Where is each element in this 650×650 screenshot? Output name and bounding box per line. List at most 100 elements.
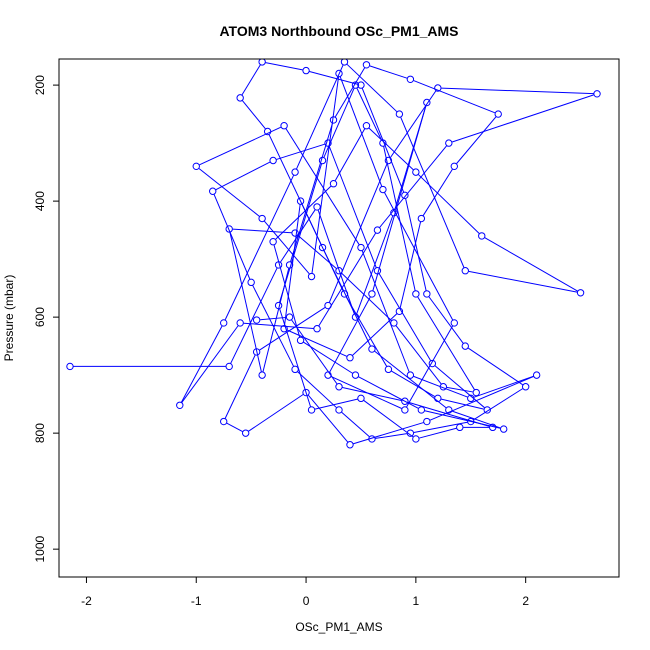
series-line-segment [264,220,310,275]
series-line-segment [353,422,424,445]
data-point [445,406,453,414]
series-line-segment [297,234,337,269]
series-line-segment [358,376,419,409]
data-point [412,290,420,298]
data-point [291,229,299,237]
series-line-segment [230,267,278,364]
chart-title: ATOM3 Northbound OSc_PM1_AMS [219,23,458,39]
series-line-segment [232,228,292,234]
data-point [362,61,371,69]
data-point [494,110,502,118]
series-line-segment [395,325,442,385]
series-line-segment [224,175,295,320]
series-line-segment [473,388,523,421]
data-point [302,388,310,397]
data-point [285,261,294,269]
data-point [423,417,431,426]
series-line-segment [467,347,524,386]
series-line-segment [441,87,594,95]
data-point [269,238,277,246]
series-layer [66,59,601,449]
series-line-segment [419,427,457,439]
series-line-segment [383,146,416,291]
series-line-segment [285,128,360,245]
data-point [417,406,426,414]
data-point [489,423,497,432]
data-point [423,98,431,107]
series-line-segment [252,285,294,367]
data-point [346,354,354,362]
x-axis: -2 -1 0 1 2 [81,577,529,608]
y-tick-label: 600 [33,307,47,327]
data-point [368,435,376,443]
data-point [434,84,442,92]
series-line-segment [279,163,322,303]
series-line-segment [408,401,490,427]
series-line-segment [341,411,370,438]
data-point [390,319,398,327]
data-point [390,209,398,217]
data-point [340,290,349,298]
data-point [66,362,74,371]
data-point [406,371,415,379]
data-point [439,383,448,391]
data-point [461,342,469,350]
data-point [368,290,376,298]
series-line-segment [273,244,301,338]
series-line-segment [317,210,355,314]
series-line-segment [311,76,340,274]
series-line-segment [248,394,304,432]
series-line-segment [361,250,410,373]
data-point [176,401,184,410]
data-point [445,139,453,147]
data-point [313,325,321,333]
data-point [384,365,393,374]
y-tick-label: 800 [33,423,47,443]
series-line-segment [417,296,475,390]
data-point [335,267,343,275]
series-line-segment [318,232,377,327]
data-point [373,226,382,234]
series-line-segment [451,94,594,143]
series-line-segment [334,67,366,118]
data-point [274,261,283,269]
series-line-segment [287,329,347,357]
series-line-segment [307,394,349,443]
y-tick-label: 200 [33,75,47,95]
series-line-segment [301,204,344,291]
series-line-segment [226,422,243,432]
plot-frame [58,58,620,578]
data-point [384,156,393,165]
series-line-segment [341,272,392,321]
data-point [467,417,475,426]
series-line-segment [328,146,377,268]
data-point [401,406,409,414]
series-line-segment [356,88,382,141]
data-point [329,180,338,188]
series-line-segment [314,398,358,410]
data-point [395,307,404,316]
data-point [258,214,266,223]
data-point [406,75,415,84]
data-point [258,59,266,66]
series-line-segment [291,319,338,385]
data-point [373,267,382,275]
series-line-segment [399,221,422,309]
y-tick-label: 1000 [33,535,47,562]
data-point [401,397,409,405]
series-line-segment [303,341,353,374]
series-line-segment [334,128,366,181]
data-point [412,168,420,176]
data-point [247,278,255,287]
data-point [521,383,530,391]
series-line-segment [215,161,271,191]
x-tick-label: 2 [522,594,529,608]
series-line-segment [422,169,453,216]
series-line-segment [339,76,383,187]
series-line-segment [243,322,314,329]
data-point [296,197,305,205]
series-line-segment [329,296,371,373]
series-line-segment [378,273,431,361]
data-point [450,319,458,327]
data-point [209,187,217,195]
